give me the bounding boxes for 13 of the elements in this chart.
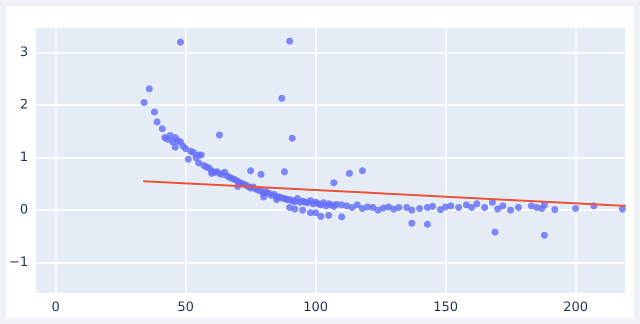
- point: [540, 232, 548, 239]
- x-tick-label: 200: [563, 300, 588, 315]
- y-tick-label: 1: [20, 150, 28, 166]
- y-tick-label: −1: [8, 255, 28, 270]
- point: [424, 220, 431, 228]
- x-tick-label: 0: [52, 300, 60, 315]
- point: [408, 220, 416, 227]
- x-tick-label: 50: [177, 300, 194, 315]
- y-tick-label: 0: [20, 202, 28, 218]
- y-tick-label: 3: [20, 45, 28, 60]
- y-tick-label: 2: [20, 98, 28, 113]
- x-tick-label: 150: [433, 300, 458, 315]
- x-tick-label: 100: [303, 300, 328, 315]
